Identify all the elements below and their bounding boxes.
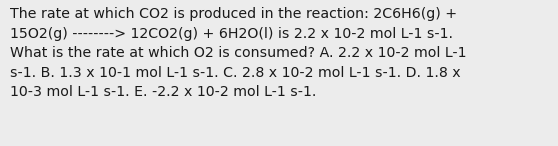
Text: The rate at which CO2 is produced in the reaction: 2C6H6(g) +
15O2(g) --------> : The rate at which CO2 is produced in the… — [10, 7, 466, 99]
